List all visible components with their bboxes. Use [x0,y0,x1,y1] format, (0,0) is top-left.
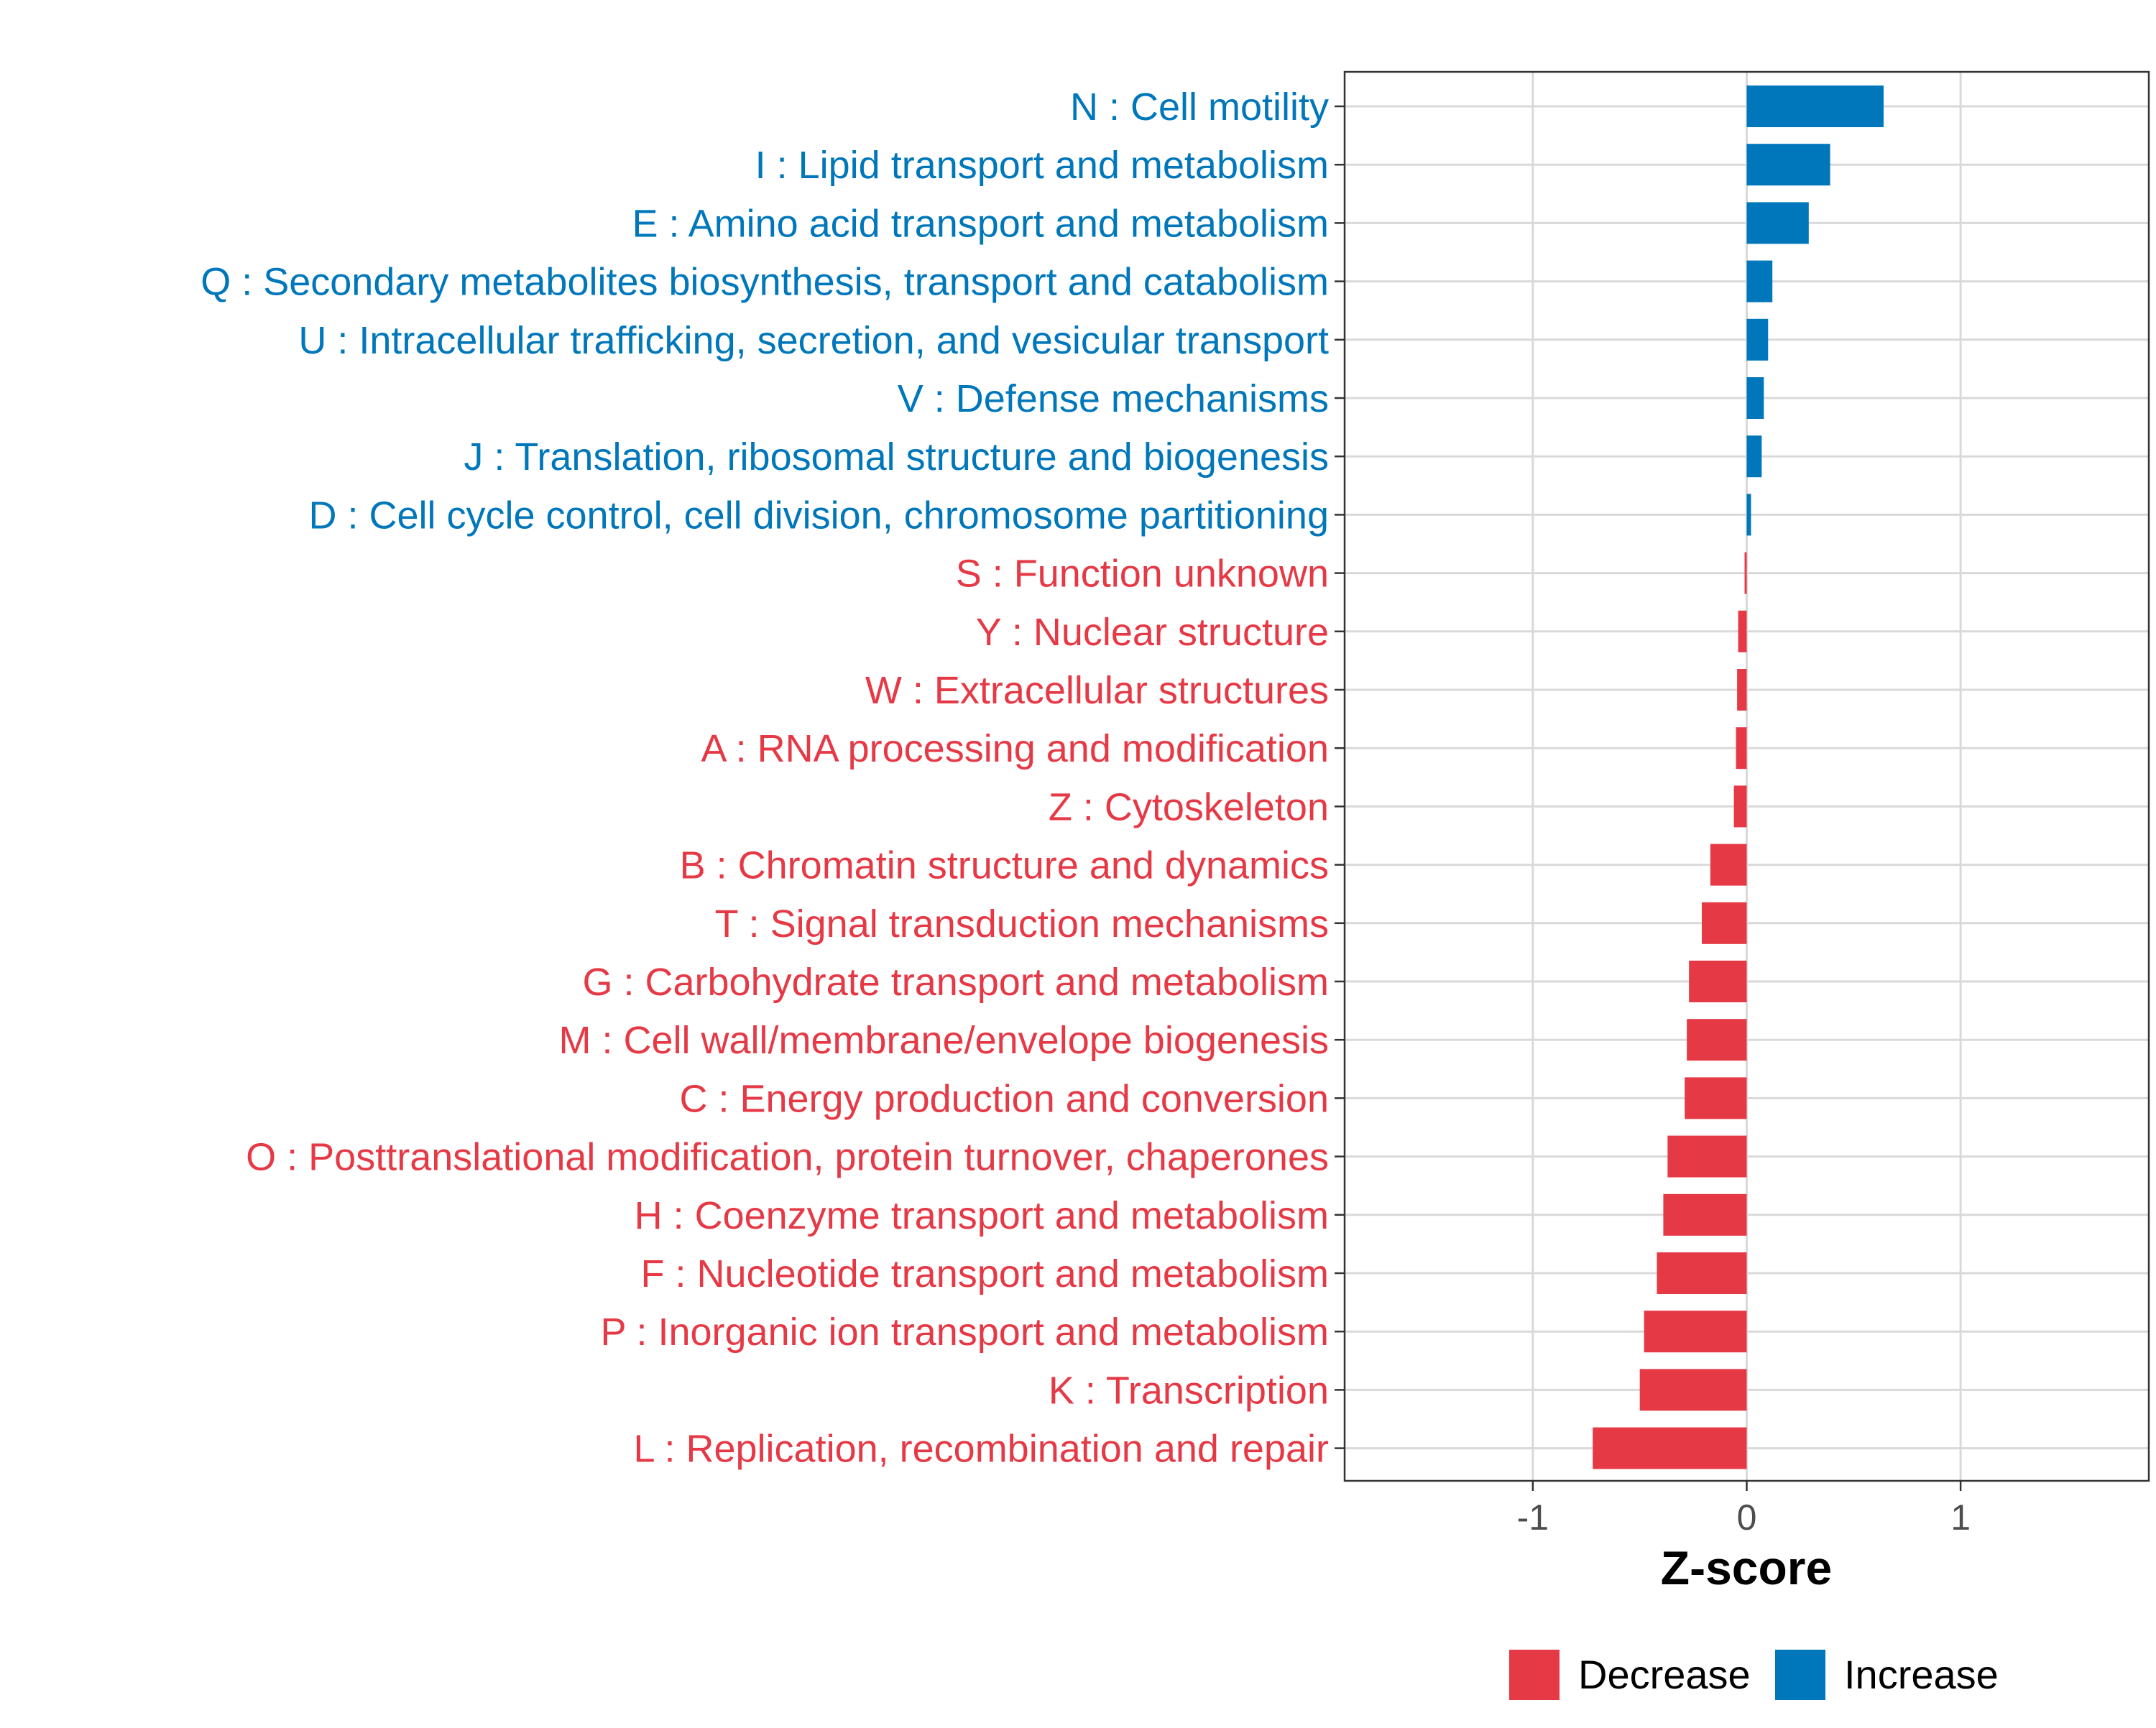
category-label: E : Amino acid transport and metabolism [632,202,1329,245]
bar-y [1738,610,1747,652]
bar-z [1733,785,1747,828]
x-tick-label: -1 [1517,1497,1549,1538]
category-label: B : Chromatin structure and dynamics [680,844,1329,887]
category-label: K : Transcription [1049,1369,1329,1412]
category-label: I : Lipid transport and metabolism [755,144,1329,187]
bar-w [1737,669,1747,711]
x-axis: -1 0 1 [1517,1481,1971,1538]
legend: Decrease Increase [1509,1650,1999,1700]
category-label: Q : Secondary metabolites biosynthesis, … [201,261,1329,304]
bar-a [1736,727,1747,770]
bar-d [1746,494,1751,536]
category-label: N : Cell motility [1070,86,1329,129]
category-label: U : Intracellular trafficking, secretion… [298,319,1329,362]
bar-i [1746,144,1830,186]
category-label: O : Posttranslational modification, prot… [246,1136,1329,1179]
bar-u [1746,318,1769,361]
category-label: S : Function unknown [956,553,1329,596]
bar-n [1746,86,1884,127]
category-label: D : Cell cycle control, cell division, c… [308,494,1329,537]
bar-k [1639,1369,1747,1411]
y-tick-labels: N : Cell motility I : Lipid transport and… [201,86,1345,1471]
category-label: M : Cell wall/membrane/envelope biogenes… [558,1019,1329,1062]
bar-h [1663,1193,1747,1236]
legend-label-decrease: Decrease [1578,1652,1751,1697]
bar-q [1746,260,1773,302]
x-tick-label: 1 [1950,1497,1971,1538]
x-tick-label: 0 [1737,1497,1757,1538]
legend-swatch-decrease [1509,1650,1560,1700]
x-axis-title: Z-score [1661,1541,1832,1594]
bar-o [1667,1135,1747,1178]
bar-c [1685,1077,1747,1119]
category-label: J : Translation, ribosomal structure and… [464,435,1329,479]
bar-m [1687,1019,1747,1061]
legend-swatch-increase [1775,1650,1825,1700]
category-label: T : Signal transduction mechanisms [715,902,1329,946]
bar-b [1710,844,1747,886]
category-label: V : Defense mechanisms [898,377,1329,420]
bar-e [1746,202,1809,244]
category-label: F : Nucleotide transport and metabolism [641,1252,1329,1295]
bar-f [1657,1252,1747,1294]
category-label: L : Replication, recombination and repai… [633,1428,1329,1471]
category-label: P : Inorganic ion transport and metaboli… [600,1311,1329,1354]
category-label: C : Energy production and conversion [679,1077,1329,1120]
legend-label-increase: Increase [1844,1652,1999,1697]
category-label: Z : Cytoskeleton [1049,785,1329,828]
category-label: H : Coenzyme transport and metabolism [635,1194,1329,1237]
bar-p [1644,1311,1747,1353]
bar-s [1744,552,1747,594]
category-label: W : Extracellular structures [865,669,1329,712]
bar-j [1746,435,1762,478]
category-label: A : RNA processing and modification [701,727,1329,770]
category-label: Y : Nuclear structure [976,611,1329,654]
bar-g [1689,961,1747,1002]
bar-v [1746,377,1764,419]
category-label: G : Carbohydrate transport and metabolis… [583,961,1330,1004]
bar-t [1702,902,1747,944]
bar-l [1593,1427,1747,1469]
bar-layer [1593,86,1884,1469]
